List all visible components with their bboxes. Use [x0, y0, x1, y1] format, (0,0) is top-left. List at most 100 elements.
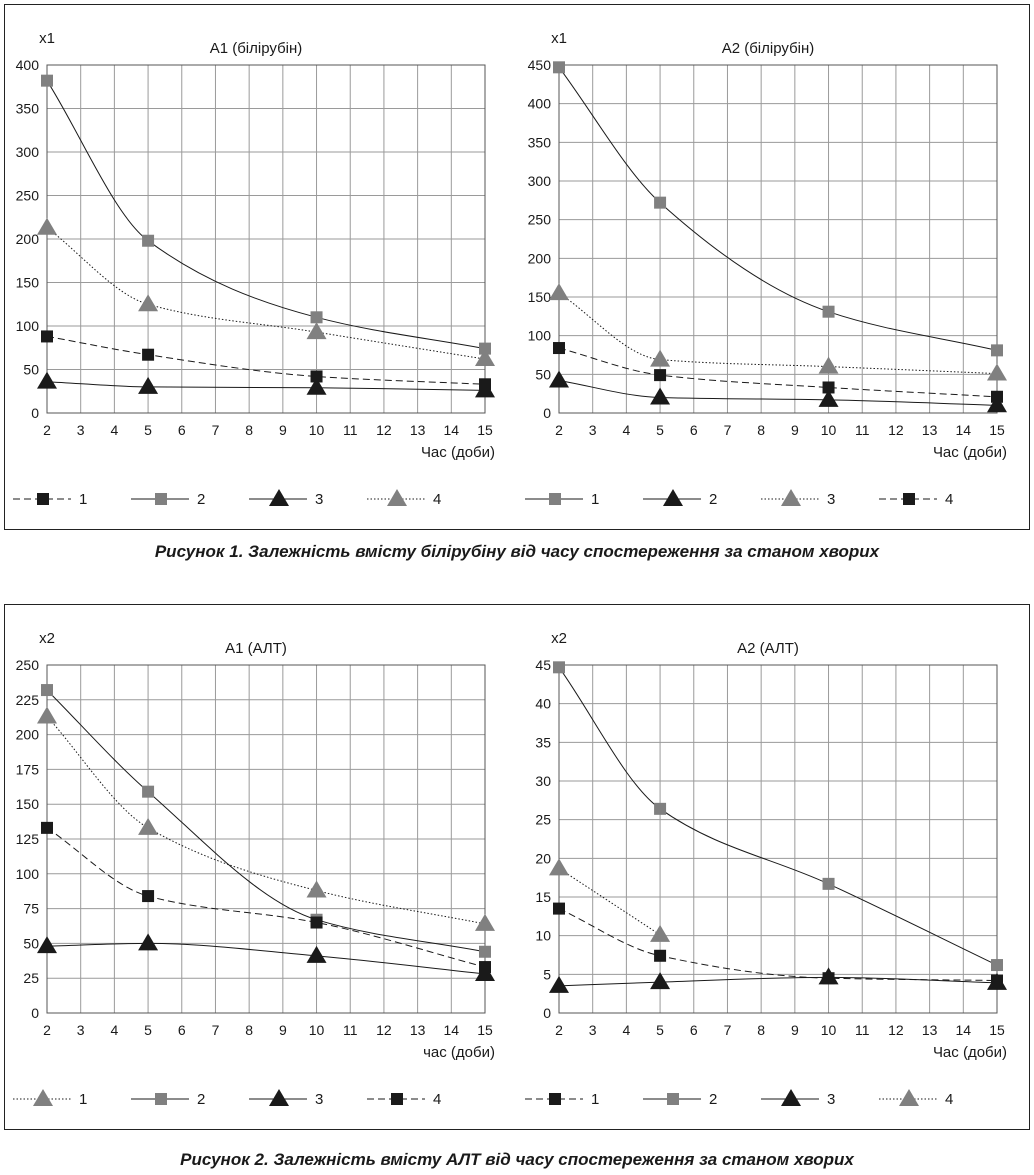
series-1-point — [553, 61, 565, 74]
x-tick-label: 2 — [43, 1022, 51, 1038]
x-tick-label: 12 — [376, 1022, 392, 1038]
y-tick-label: 175 — [16, 761, 40, 777]
legend-marker — [269, 1089, 289, 1106]
x-tick-label: 9 — [791, 422, 799, 438]
series-3-line — [558, 976, 998, 987]
x-tick-label: 14 — [956, 422, 972, 438]
series-1 — [553, 61, 1003, 357]
legend-label: 1 — [591, 491, 599, 508]
legend-marker — [663, 489, 683, 506]
x-tick-label: 10 — [821, 1022, 837, 1038]
plot-frame — [46, 664, 486, 1014]
series-4-line — [558, 347, 998, 398]
x-tick-label: 6 — [690, 1022, 698, 1038]
y-tick-label: 20 — [535, 850, 551, 866]
x-tick-label: 11 — [855, 1022, 870, 1038]
x-tick-label: 8 — [245, 1022, 253, 1038]
y-tick-label: 5 — [543, 966, 551, 982]
series-3-point — [306, 945, 327, 963]
series-3-point — [987, 363, 1007, 381]
y-tick-label: 0 — [31, 1005, 39, 1021]
series-2-point — [142, 234, 155, 247]
legend-label: 2 — [197, 1091, 205, 1108]
x-tick-label: 11 — [343, 1022, 358, 1038]
legend-label: 1 — [79, 491, 87, 508]
legend-label: 3 — [315, 491, 323, 508]
series-3 — [37, 371, 495, 398]
series-3-line — [558, 292, 998, 375]
x-tick-label: 8 — [757, 1022, 765, 1038]
x-tick-label: 14 — [444, 422, 460, 438]
y-tick-label: 150 — [16, 275, 40, 291]
x-tick-label: 7 — [212, 422, 220, 438]
x-tick-label: 6 — [690, 422, 698, 438]
y-tick-label: 250 — [528, 212, 552, 228]
series-2-line — [46, 689, 486, 953]
series-4-point — [41, 821, 53, 834]
legend-marker — [155, 493, 167, 505]
legend-marker — [33, 1089, 53, 1106]
x-tick-label: 14 — [444, 1022, 460, 1038]
series-2-point — [479, 945, 491, 958]
x-tick-label: 3 — [77, 1022, 85, 1038]
x-tick-label: 5 — [144, 1022, 152, 1038]
chart-title: А1 (АЛТ) — [225, 640, 287, 657]
y-tick-label: 150 — [528, 289, 552, 305]
series-2-line — [558, 667, 998, 966]
plot-frame — [558, 664, 998, 1014]
series-4-point — [310, 916, 323, 929]
series-1-point — [553, 902, 565, 915]
legend-label: 1 — [591, 1091, 599, 1108]
series-3-point — [987, 972, 1007, 990]
series-4-point — [654, 369, 667, 382]
x-tick-label: 13 — [922, 1022, 938, 1038]
legend-marker — [549, 1093, 561, 1105]
series-4-point — [142, 890, 155, 903]
series-2-point — [142, 785, 155, 798]
x-tick-label: 9 — [279, 1022, 287, 1038]
series-1-point — [991, 344, 1003, 357]
series-2-point — [822, 877, 835, 890]
legend-label: 4 — [945, 1091, 953, 1108]
x-axis-label: Час (доби) — [933, 1044, 1007, 1061]
x-tick-label: 10 — [309, 422, 325, 438]
series-2-point — [991, 959, 1003, 972]
series-3-point — [818, 356, 839, 374]
y-tick-label: 40 — [535, 696, 551, 712]
legend-label: 2 — [709, 491, 717, 508]
series-4-point — [650, 924, 671, 942]
series-4-point — [37, 217, 57, 235]
series-1-point — [37, 706, 57, 724]
x-tick-label: 2 — [43, 422, 51, 438]
series-2-point — [310, 311, 323, 324]
series-4-point — [549, 858, 569, 876]
y-axis-label: x1 — [39, 30, 55, 47]
x-tick-label: 8 — [757, 422, 765, 438]
y-tick-label: 100 — [528, 328, 552, 344]
y-tick-label: 50 — [23, 935, 39, 951]
legend-label: 1 — [79, 1091, 87, 1108]
chart-a2-bilirubin: 2 3 4 5 6 7 8 9 10 11 12 13 14 1505010015020025030035… — [525, 30, 1007, 508]
y-tick-label: 250 — [16, 188, 40, 204]
y-tick-label: 100 — [16, 318, 40, 334]
series-4-point — [475, 349, 495, 367]
x-tick-label: 2 — [555, 422, 563, 438]
series-3 — [549, 967, 1007, 993]
series-3 — [37, 933, 495, 982]
legend-label: 2 — [197, 491, 205, 508]
legend-marker — [667, 1093, 679, 1105]
legend-label: 2 — [709, 1091, 717, 1108]
grid — [558, 64, 998, 414]
series-4 — [553, 342, 1003, 403]
legend-label: 3 — [827, 1091, 835, 1108]
y-axis-label: x1 — [551, 30, 567, 47]
series-2-point — [549, 370, 569, 388]
x-tick-label: 7 — [212, 1022, 220, 1038]
series-2-point — [41, 684, 53, 697]
x-tick-label: 12 — [888, 422, 904, 438]
series-3-point — [138, 376, 159, 394]
figure-1-caption: Рисунок 1. Залежність вмісту білірубіну … — [154, 542, 880, 561]
y-tick-label: 25 — [23, 970, 39, 986]
series-2-point — [654, 802, 667, 815]
x-tick-label: 10 — [309, 1022, 325, 1038]
